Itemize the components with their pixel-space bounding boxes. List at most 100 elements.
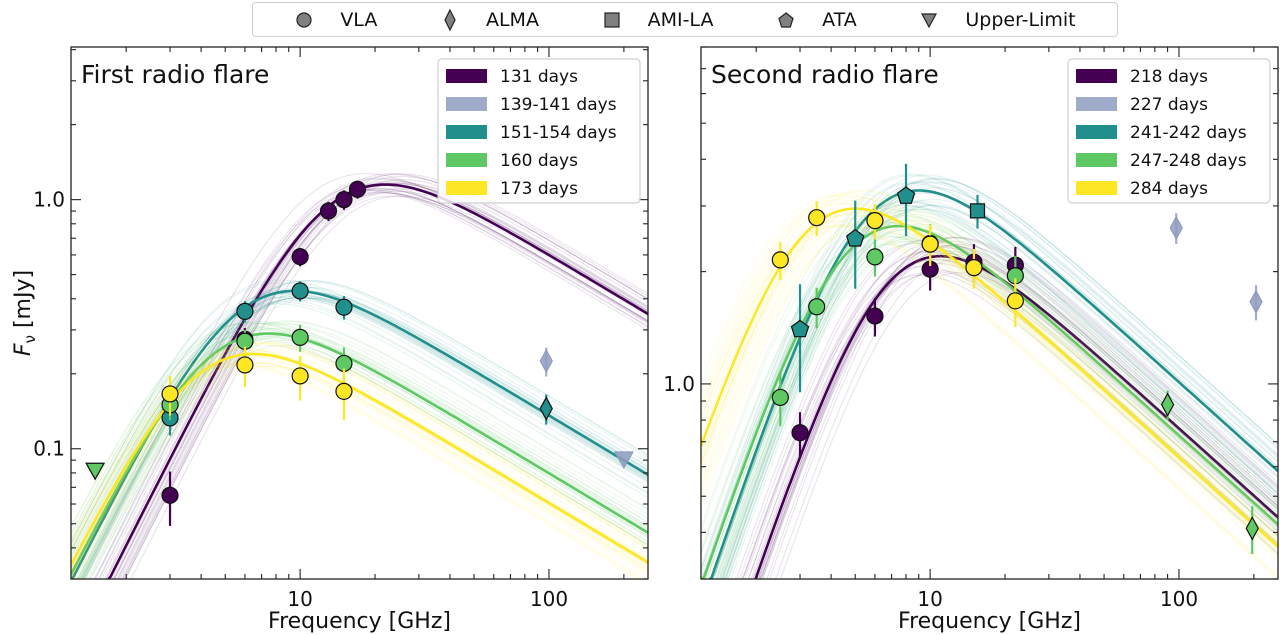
legend-label: ALMA: [485, 8, 539, 31]
posterior-curve: [78, 335, 648, 579]
triangle-down-marker-icon: [921, 12, 938, 28]
posterior-curve: [71, 292, 648, 553]
data-point-pentagon: [790, 319, 810, 338]
posterior-curve: [701, 212, 1278, 550]
data-points-139-141-days: [539, 347, 634, 470]
posterior-curve: [712, 241, 1278, 579]
posterior-curve: [712, 181, 1278, 579]
posterior-curve: [705, 236, 1278, 579]
posterior-curve: [701, 203, 1278, 556]
posterior-curve: [701, 234, 1278, 550]
posterior-curve: [718, 192, 1278, 579]
posterior-curve: [701, 220, 1278, 576]
data-point-circle: [161, 486, 179, 504]
legend-label: ATA: [822, 8, 857, 31]
legend-swatch: [446, 125, 487, 139]
data-points-241-242-days: [790, 163, 986, 393]
posterior-curve: [97, 177, 648, 579]
posterior-curve: [730, 204, 1278, 579]
posterior-curve: [701, 220, 1278, 549]
plot-area: [701, 163, 1278, 579]
data-point-circle: [965, 259, 983, 277]
legend-label: 139-141 days: [500, 95, 617, 115]
legend-label: 218 days: [1130, 67, 1208, 87]
posterior-curve: [701, 215, 1278, 545]
posterior-curve: [701, 190, 1278, 520]
y-tick-label: 0.1: [33, 437, 65, 461]
data-point-circle: [335, 298, 353, 316]
legend-swatch: [1076, 153, 1117, 167]
posterior-curve: [774, 258, 1278, 579]
posterior-curve: [761, 236, 1278, 579]
fit-curves-218-days: [734, 236, 1278, 579]
posterior-curve: [71, 322, 648, 535]
posterior-curve: [719, 225, 1278, 579]
data-point-pentagon: [845, 228, 865, 247]
posterior-curve: [722, 178, 1278, 579]
posterior-curve: [71, 346, 648, 566]
data-point-circle: [335, 191, 353, 209]
y-label-subscript: ν: [21, 335, 39, 343]
plot-frame: [700, 46, 1279, 580]
legend-label: 173 days: [500, 179, 578, 199]
x-tick-label: 10: [917, 587, 942, 611]
posterior-curve: [720, 177, 1278, 579]
legend-label: 227 days: [1130, 95, 1208, 115]
posterior-curve: [755, 255, 1278, 579]
posterior-curve: [768, 244, 1278, 579]
posterior-curve: [83, 335, 648, 579]
posterior-curve: [715, 239, 1278, 579]
data-point-pentagon: [896, 186, 916, 204]
legend-swatch: [1076, 97, 1117, 111]
ticks: [71, 47, 648, 580]
x-axis-label: Frequency [GHz]: [268, 609, 451, 634]
posterior-curve: [701, 208, 1278, 528]
data-point-circle: [291, 328, 309, 346]
posterior-curve: [719, 240, 1278, 579]
data-point-circle: [291, 367, 309, 385]
posterior-curve: [723, 242, 1278, 579]
legend-swatch: [1076, 125, 1117, 139]
plot-frame: [70, 46, 649, 580]
y-label-unit: [mJy]: [11, 270, 36, 335]
posterior-curve: [77, 335, 648, 579]
posterior-curve: [724, 182, 1278, 579]
posterior-curve: [71, 279, 648, 544]
posterior-curve: [71, 328, 648, 543]
posterior-curve: [723, 178, 1278, 579]
data-point-circle: [771, 388, 789, 407]
posterior-curve: [701, 202, 1278, 552]
posterior-curve: [711, 229, 1278, 579]
posterior-curve: [715, 211, 1278, 579]
legend-box: [1067, 58, 1271, 204]
data-points-173-days: [161, 346, 353, 421]
posterior-curve: [701, 207, 1278, 539]
legend-swatch: [446, 69, 487, 83]
posterior-curve: [712, 214, 1278, 579]
posterior-curve: [701, 219, 1278, 541]
posterior-curve: [715, 228, 1278, 579]
data-point-triangle-down: [613, 451, 634, 470]
x-axis-label: Frequency [GHz]: [898, 609, 1081, 634]
data-point-circle: [335, 382, 353, 400]
posterior-curve: [720, 186, 1278, 579]
y-label-symbol: F: [11, 343, 36, 356]
posterior-curve: [701, 210, 1278, 545]
posterior-curve: [734, 239, 1278, 579]
posterior-curve: [701, 204, 1278, 567]
posterior-curve: [701, 222, 1278, 562]
legend-label: VLA: [340, 8, 378, 31]
legend-label: 131 days: [500, 67, 578, 87]
data-point-circle: [1006, 292, 1024, 310]
posterior-curve: [89, 345, 648, 579]
thin-diamond-marker-icon: [444, 8, 456, 31]
posterior-curve: [701, 190, 1278, 525]
posterior-curve: [715, 180, 1278, 579]
data-point-thin-diamond: [1245, 516, 1259, 541]
posterior-curve: [71, 320, 648, 540]
data-point-circle: [291, 248, 309, 266]
posterior-curve: [86, 365, 648, 579]
legend-swatch: [446, 97, 487, 111]
legend-item-alma: ALMA: [440, 8, 539, 32]
posterior-curve: [701, 212, 1278, 545]
